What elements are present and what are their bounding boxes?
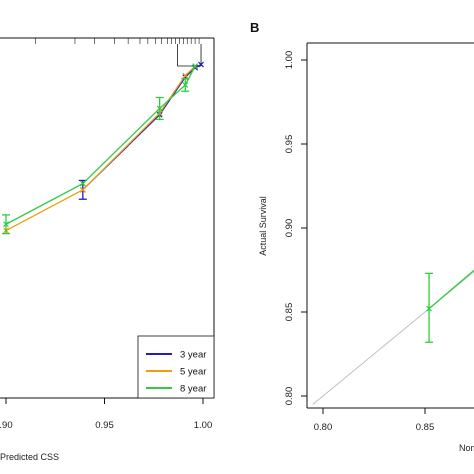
- panel-b-x-axis-title: Nom: [459, 443, 474, 453]
- panel-a: .90 0.95 1.00 Predicted CSS 3 year 5 year 8 …: [0, 37, 215, 462]
- panel-a-series-1: [3, 63, 199, 234]
- panel-a-series-line-1: [5, 65, 196, 232]
- panel-a-point-marker: [182, 82, 189, 88]
- panel-a-series-line-2: [5, 65, 196, 225]
- panel-a-x-tick-label: .90: [0, 420, 13, 431]
- panel-a-point-marker: [79, 180, 86, 187]
- panel-b-x-tick-label: 0.85: [416, 422, 435, 433]
- panel-a-x-tick-label: 1.00: [194, 420, 213, 431]
- panel-b: B 0.80 0.85 0.90 0.95 1.00 0.80 0.85 Actual Su…: [250, 20, 474, 453]
- panel-b-letter: B: [250, 20, 259, 35]
- panel-b-series-0: [425, 269, 474, 343]
- panel-a-rug: [35, 38, 202, 67]
- panel-b-y-tick-label: 0.90: [284, 219, 295, 238]
- panel-b-y-axis-title: Actual Survival: [258, 196, 268, 256]
- panel-b-y-tick-label: 1.00: [284, 51, 295, 70]
- panel-b-y-tick-label: 0.80: [284, 387, 295, 406]
- panel-b-x-tick-label: 0.80: [314, 422, 333, 433]
- panel-a-point-marker: [192, 63, 199, 70]
- panel-a-point-marker: [156, 105, 163, 112]
- panel-a-x-axis-title: Predicted CSS: [0, 452, 59, 462]
- panel-b-y-tick-label: 0.85: [284, 303, 295, 322]
- panel-a-x-tick-label: 0.95: [95, 420, 114, 431]
- panel-a-point-marker: [3, 221, 9, 228]
- panel-a-point-marker: [79, 186, 86, 193]
- legend-label: 3 year: [180, 350, 206, 361]
- panel-a-series-2: [2, 63, 199, 235]
- panel-b-point-marker: [426, 305, 433, 312]
- panel-a-point-marker: [182, 72, 189, 79]
- panel-b-y-tick-label: 0.95: [284, 135, 295, 154]
- panel-a-series-0: [78, 61, 204, 200]
- legend-label: 8 year: [180, 384, 206, 395]
- legend-label: 5 year: [180, 367, 206, 378]
- panel-b-series-line-0: [428, 269, 474, 310]
- panel-a-legend: 3 year 5 year 8 year: [137, 335, 215, 399]
- panel-a-point-marker: [198, 61, 204, 68]
